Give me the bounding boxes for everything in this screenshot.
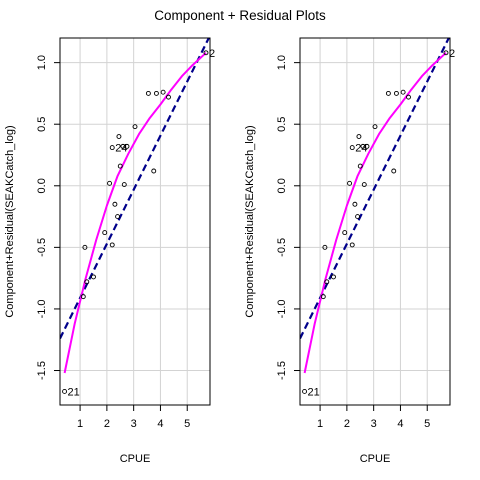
data-point: [112, 201, 118, 207]
y-tick-label: 0.5: [36, 117, 48, 132]
figure-title: Component + Residual Plots: [154, 8, 326, 23]
point-label: 21: [308, 386, 320, 398]
x-tick-label: 1: [77, 418, 83, 430]
smooth-fit-line: [303, 52, 447, 374]
y-tick-label: -1.0: [276, 299, 288, 318]
data-point: [203, 50, 209, 56]
data-point: [352, 201, 358, 207]
y-tick-label: -1.5: [36, 361, 48, 380]
data-point: [406, 94, 411, 100]
x-tick-label: 3: [371, 418, 377, 430]
x-axis-label: CPUE: [120, 453, 151, 465]
y-tick-label: -1.0: [36, 299, 48, 318]
data-point: [117, 163, 123, 169]
y-tick-label: -1.5: [276, 361, 288, 380]
data-point: [121, 182, 127, 188]
data-point: [102, 230, 108, 236]
data-point: [124, 143, 130, 149]
data-point: [357, 163, 363, 169]
data-point: [302, 389, 308, 394]
y-tick-label: 1.0: [36, 55, 48, 70]
data-point: [84, 279, 90, 285]
point-label: 24: [355, 143, 367, 155]
data-point: [62, 389, 68, 394]
data-point: [331, 274, 336, 280]
linear-fit-line: [300, 38, 450, 339]
data-point: [324, 279, 330, 285]
data-point: [115, 214, 121, 220]
data-point: [355, 214, 361, 220]
data-point: [80, 294, 86, 300]
data-point: [153, 90, 159, 96]
data-point: [393, 90, 399, 96]
x-tick-label: 5: [424, 418, 430, 430]
data-point: [322, 244, 328, 250]
y-tick-label: 0.0: [276, 178, 288, 193]
y-tick-label: -0.5: [36, 238, 48, 257]
data-point: [400, 89, 406, 95]
point-label: 2: [209, 48, 215, 60]
y-axis-label: Component+Residual(SEAKCatch_log): [4, 125, 16, 317]
point-label: 21: [68, 386, 80, 398]
data-point: [361, 182, 367, 188]
plot-frame: [59, 37, 211, 406]
data-point: [109, 145, 115, 151]
y-tick-label: 0.5: [276, 117, 288, 132]
data-point: [107, 180, 113, 186]
point-label: 2: [449, 48, 455, 60]
x-axis-label: CPUE: [360, 453, 391, 465]
data-point: [349, 242, 355, 248]
y-tick-label: -0.5: [276, 238, 288, 257]
data-point: [109, 242, 115, 248]
x-tick-label: 2: [344, 418, 350, 430]
data-point: [160, 89, 166, 95]
data-point: [443, 50, 449, 56]
x-tick-label: 5: [184, 418, 190, 430]
data-point: [356, 134, 362, 139]
data-point: [132, 124, 138, 130]
y-tick-label: 0.0: [36, 178, 48, 193]
data-point: [145, 90, 151, 96]
data-point: [364, 143, 370, 149]
data-point: [385, 90, 391, 96]
y-axis-label: Component+Residual(SEAKCatch_log): [244, 125, 256, 317]
data-point: [151, 168, 157, 174]
data-point: [82, 244, 88, 250]
data-point: [116, 134, 122, 139]
data-point: [342, 230, 348, 236]
data-point: [349, 145, 355, 151]
x-tick-label: 4: [157, 418, 163, 430]
data-point: [166, 94, 171, 100]
data-point: [91, 274, 96, 280]
linear-fit-line: [60, 38, 210, 339]
plot-frame: [299, 37, 451, 406]
y-tick-label: 1.0: [276, 55, 288, 70]
data-point: [347, 180, 353, 186]
data-point: [320, 294, 326, 300]
data-point: [391, 168, 397, 174]
x-tick-label: 2: [104, 418, 110, 430]
point-label: 24: [115, 143, 127, 155]
data-point: [372, 124, 378, 130]
x-tick-label: 1: [317, 418, 323, 430]
x-tick-label: 3: [131, 418, 137, 430]
smooth-fit-line: [63, 52, 207, 374]
x-tick-label: 4: [397, 418, 403, 430]
